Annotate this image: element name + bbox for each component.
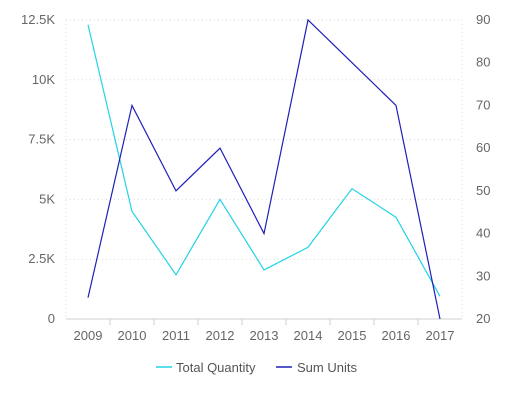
x-tick-label: 2013: [250, 328, 279, 343]
left-tick-label: 10K: [32, 72, 55, 87]
right-tick-label: 40: [476, 226, 490, 241]
left-tick-label: 12.5K: [21, 12, 55, 27]
x-tick-label: 2017: [426, 328, 455, 343]
axes: 0 2.5K 5K 7.5K 10K 12.5K 20 30 40 50 60 70 80 90 2009 2…: [21, 12, 490, 343]
x-tick-label: 2010: [118, 328, 147, 343]
right-tick-label: 70: [476, 97, 490, 112]
right-tick-label: 90: [476, 12, 490, 27]
left-tick-label: 0: [48, 311, 55, 326]
x-tick-label: 2011: [162, 328, 190, 343]
x-tick-label: 2015: [338, 328, 367, 343]
left-tick-label: 2.5K: [28, 251, 55, 266]
right-tick-label: 60: [476, 140, 490, 155]
left-tick-label: 7.5K: [28, 132, 55, 147]
total-quantity-line: [87, 24, 441, 297]
right-tick-label: 50: [476, 183, 490, 198]
x-tick-label: 2012: [206, 328, 235, 343]
right-tick-label: 30: [476, 268, 490, 283]
x-tick-label: 2016: [382, 328, 411, 343]
sum-units-line: [87, 18, 441, 320]
series-lines: [87, 18, 441, 320]
left-tick-label: 5K: [39, 191, 55, 206]
legend-total-quantity-label: Total Quantity: [176, 360, 256, 375]
right-tick-label: 20: [476, 311, 490, 326]
x-tick-label: 2009: [74, 328, 103, 343]
x-tick-label: 2014: [294, 328, 323, 343]
legend: Total Quantity Sum Units: [156, 360, 357, 375]
right-tick-label: 80: [476, 55, 490, 70]
legend-sum-units-label: Sum Units: [297, 360, 357, 375]
